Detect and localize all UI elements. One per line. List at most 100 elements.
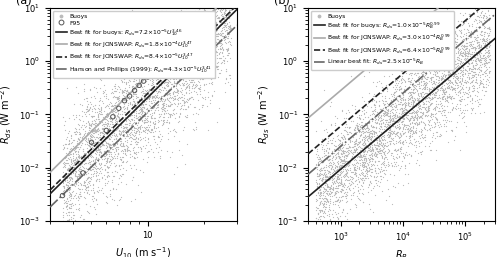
- Point: [378, 148, 386, 152]
- Point: [316, 194, 324, 198]
- Point: [416, 130, 424, 134]
- Point: [316, 167, 324, 171]
- Point: [138, 96, 146, 100]
- Point: [350, 172, 358, 176]
- Point: [170, 47, 178, 51]
- Point: [180, 49, 188, 53]
- Point: [427, 115, 435, 119]
- Point: [148, 116, 156, 121]
- Point: [398, 120, 406, 124]
- Point: [429, 133, 437, 137]
- Point: [222, 17, 230, 21]
- Point: [106, 188, 114, 192]
- Point: [82, 190, 90, 195]
- Point: [442, 87, 450, 91]
- Point: [456, 59, 464, 63]
- Point: [455, 56, 463, 60]
- Point: [344, 152, 351, 156]
- Point: [166, 95, 174, 99]
- Point: [388, 184, 396, 188]
- Point: [88, 115, 96, 119]
- Point: [366, 131, 374, 135]
- Point: [144, 127, 152, 131]
- Point: [144, 67, 152, 71]
- Point: [206, 20, 214, 24]
- Point: [100, 163, 108, 167]
- Point: [358, 153, 366, 157]
- Point: [199, 58, 207, 62]
- Point: [108, 116, 116, 121]
- Point: [371, 120, 379, 124]
- Point: [334, 150, 342, 154]
- Point: [364, 125, 372, 130]
- Point: [197, 41, 205, 45]
- Point: [62, 151, 70, 155]
- Point: [404, 76, 412, 80]
- Point: [106, 144, 114, 148]
- Point: [392, 89, 400, 93]
- Point: [387, 118, 395, 122]
- Point: [411, 130, 419, 134]
- Point: [60, 228, 68, 232]
- Point: [354, 127, 362, 131]
- Point: [404, 94, 412, 98]
- Point: [322, 143, 330, 147]
- Point: [80, 169, 88, 173]
- Point: [167, 86, 175, 90]
- Point: [479, 84, 487, 88]
- Point: [114, 97, 122, 101]
- Point: [470, 53, 478, 57]
- Point: [138, 103, 145, 107]
- Point: [390, 148, 398, 152]
- Point: [181, 87, 189, 91]
- Point: [478, 15, 486, 19]
- Point: [214, 26, 222, 30]
- Point: [226, 36, 234, 40]
- Point: [142, 120, 150, 124]
- Point: [356, 150, 364, 154]
- Point: [115, 198, 123, 202]
- Point: [96, 153, 104, 158]
- Point: [220, 23, 228, 27]
- Point: [447, 85, 455, 89]
- Point: [385, 123, 393, 127]
- Point: [70, 117, 78, 121]
- Point: [409, 90, 417, 94]
- Point: [109, 115, 117, 119]
- Point: [384, 108, 392, 112]
- Point: [352, 123, 360, 127]
- Point: [462, 102, 470, 106]
- Point: [448, 34, 456, 38]
- Point: [418, 77, 426, 81]
- Point: [372, 176, 380, 180]
- Point: [332, 152, 340, 156]
- Point: [401, 63, 409, 67]
- Point: [168, 36, 175, 40]
- Point: [451, 66, 459, 70]
- Point: [58, 213, 66, 217]
- Point: [122, 127, 130, 131]
- Point: [98, 120, 106, 124]
- Point: [70, 183, 78, 187]
- Point: [96, 147, 104, 151]
- Point: [484, 42, 492, 46]
- Point: [132, 131, 140, 135]
- Point: [400, 108, 407, 113]
- Point: [214, 38, 222, 42]
- Point: [413, 121, 421, 125]
- Point: [464, 28, 471, 32]
- Point: [445, 85, 453, 89]
- Point: [360, 171, 368, 175]
- Point: [92, 130, 100, 134]
- Point: [194, 58, 202, 62]
- Point: [71, 169, 79, 173]
- Point: [320, 199, 328, 203]
- Point: [84, 102, 92, 106]
- Point: [390, 157, 398, 161]
- Point: [195, 87, 203, 91]
- Point: [162, 66, 170, 70]
- Point: [78, 135, 86, 139]
- Point: [477, 47, 485, 51]
- Point: [450, 78, 458, 82]
- Point: [404, 171, 412, 176]
